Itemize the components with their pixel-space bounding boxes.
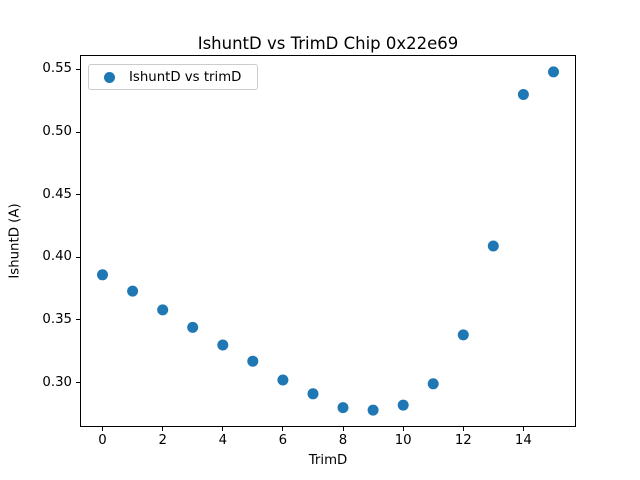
data-point [427,378,439,390]
data-point [487,240,499,252]
scatter-points-layer [97,66,559,416]
data-point [548,66,559,78]
y-tick-mark [76,382,80,383]
x-tick-mark [522,427,524,431]
x-tick-label: 8 [338,433,348,448]
legend-marker-icon [104,71,115,83]
chart-title: IshuntD vs TrimD Chip 0x22e69 [197,34,459,53]
x-tick-mark [162,427,164,431]
y-axis-label: IshuntD (A) [7,203,23,279]
data-point [397,399,409,411]
x-tick-label: 12 [454,433,472,448]
y-tick-mark [76,131,80,133]
data-point [187,321,199,333]
data-point [217,339,229,351]
data-point [157,304,169,316]
y-tick-label: 0.55 [42,61,72,77]
x-axis-label: TrimD [308,453,348,468]
data-point [247,355,259,367]
x-tick-label: 2 [158,433,167,448]
y-tick-mark [76,68,80,70]
data-point [277,374,289,386]
data-point [307,388,319,400]
x-tick-mark [342,427,344,431]
y-tick-label: 0.35 [42,311,72,327]
y-tick-label: 0.50 [42,124,72,139]
data-point [337,402,349,414]
y-tick-label: 0.45 [42,186,72,202]
y-tick-mark [76,194,80,196]
y-tick-label: 0.30 [42,374,72,390]
legend-label: IshuntD vs trimD [129,69,242,85]
y-tick-label: 0.40 [42,249,72,265]
x-tick-mark [462,427,464,431]
data-point [127,285,139,297]
x-tick-mark [402,427,404,431]
x-tick-label: 14 [514,433,532,448]
x-tick-label: 6 [278,433,288,448]
plot-area: IshuntD vs trimD [80,55,576,427]
data-point [457,329,469,341]
data-point [367,404,379,416]
x-tick-mark [222,427,224,431]
data-point [97,269,108,281]
y-tick-mark [76,319,80,321]
x-tick-label: 10 [394,433,412,448]
x-tick-mark [102,427,103,431]
legend: IshuntD vs trimD [88,64,258,90]
data-point [517,89,529,100]
x-tick-label: 4 [218,433,228,448]
x-tick-mark [282,427,284,431]
x-tick-label: 0 [98,433,107,448]
y-tick-mark [76,256,80,258]
